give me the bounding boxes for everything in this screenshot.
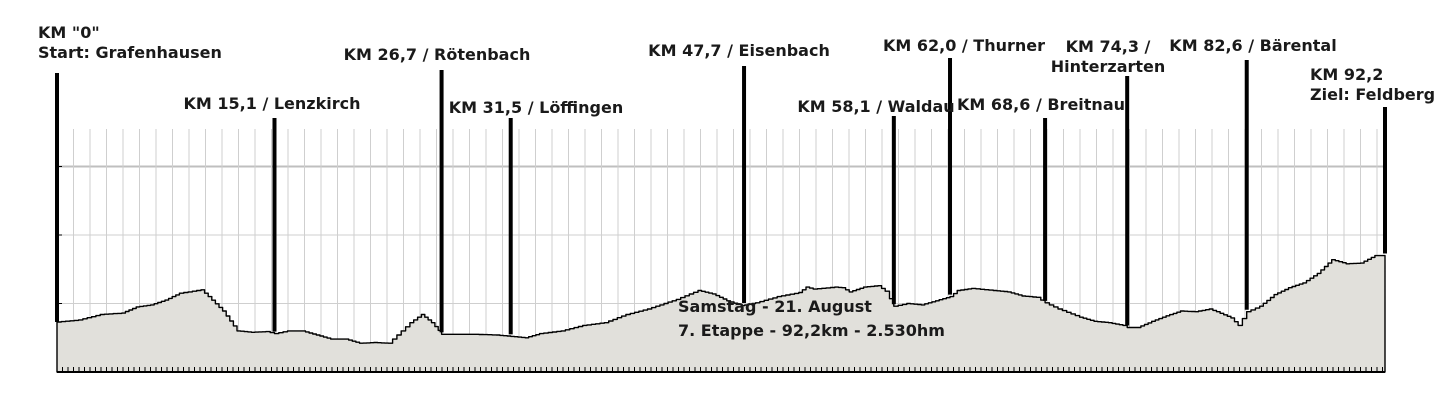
stage-info-line: 7. Etappe - 92,2km - 2.530hm: [678, 321, 945, 340]
waypoint-label-line: KM 74,3 /: [1066, 37, 1151, 56]
waypoint-label: KM 68,6 / Breitnau: [957, 95, 1125, 114]
stage-annotation: Samstag - 21. August 7. Etappe - 92,2km -…: [678, 297, 945, 340]
waypoint-label: KM "0" Start: Grafenhausen: [38, 23, 222, 62]
waypoint-label-line: KM 68,6 / Breitnau: [957, 95, 1125, 114]
waypoint-label: KM 31,5 / Löffingen: [449, 98, 623, 117]
x-axis-ticks: [56, 129, 1385, 373]
waypoint-label-line: Start: Grafenhausen: [38, 43, 222, 62]
waypoint-label: KM 58,1 / Waldau: [797, 97, 954, 116]
waypoint-markers: [55, 58, 1387, 335]
waypoint-label-line: KM 15,1 / Lenzkirch: [184, 94, 361, 113]
waypoint-label-line: KM 58,1 / Waldau: [797, 97, 954, 116]
elevation-area: [56, 254, 1386, 373]
waypoint-label-line: KM 82,6 / Bärental: [1169, 36, 1336, 55]
waypoint-label-line: KM 26,7 / Rötenbach: [344, 45, 531, 64]
waypoint-label: KM 92,2 Ziel: Feldberg: [1310, 65, 1435, 104]
waypoint-label: KM 62,0 / Thurner: [883, 36, 1045, 55]
waypoint-label-line: KM "0": [38, 23, 100, 42]
waypoint-label: KM 47,7 / Eisenbach: [648, 41, 830, 60]
stage-info-line: Samstag - 21. August: [678, 297, 872, 316]
waypoint-label: KM 74,3 /Hinterzarten: [1051, 37, 1166, 76]
waypoint-label: KM 26,7 / Rötenbach: [344, 45, 531, 64]
waypoint-label: KM 82,6 / Bärental: [1169, 36, 1336, 55]
waypoint-label-line: Ziel: Feldberg: [1310, 85, 1435, 104]
elevation-fill: [56, 254, 1386, 373]
waypoint-label-line: Hinterzarten: [1051, 57, 1166, 76]
waypoint-label-line: KM 47,7 / Eisenbach: [648, 41, 830, 60]
waypoint-label-line: KM 31,5 / Löffingen: [449, 98, 623, 117]
waypoint-label-line: KM 62,0 / Thurner: [883, 36, 1045, 55]
waypoint-labels: KM "0" Start: Grafenhausen KM 15,1 / Lenzk…: [38, 23, 1435, 117]
waypoint-label-line: KM 92,2: [1310, 65, 1383, 84]
waypoint-label: KM 15,1 / Lenzkirch: [184, 94, 361, 113]
